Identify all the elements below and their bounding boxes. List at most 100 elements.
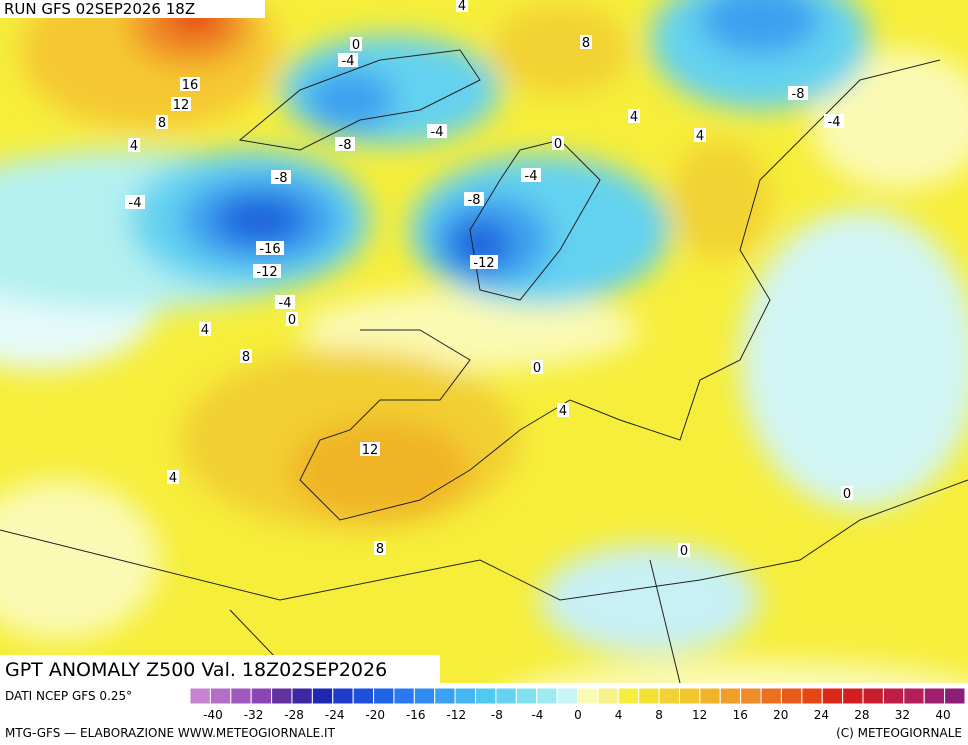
contour-label-text: 0 xyxy=(352,38,360,53)
contour-label-text: 8 xyxy=(158,116,166,131)
color-swatch xyxy=(699,687,721,705)
color-swatch xyxy=(454,687,477,705)
color-swatch xyxy=(923,687,946,705)
contour-label-bg xyxy=(841,486,853,500)
color-bar-label: 4 xyxy=(615,708,623,722)
source-label: DATI NCEP GFS 0.25° xyxy=(5,689,132,703)
color-swatch xyxy=(780,687,803,705)
contour-label-bg xyxy=(286,312,298,326)
contour-label-bg xyxy=(171,97,191,111)
color-bar-label: -4 xyxy=(531,708,543,722)
contour-label-bg xyxy=(360,442,380,456)
contour-label-text: 0 xyxy=(680,544,688,559)
title-box xyxy=(0,655,440,683)
color-swatch xyxy=(250,687,273,705)
color-bar-label: -12 xyxy=(447,708,467,722)
contour-label-text: -8 xyxy=(275,171,288,186)
contour-label-bg xyxy=(338,53,358,67)
contour-label-text: 12 xyxy=(362,443,379,458)
contour-label-bg xyxy=(628,109,640,123)
color-swatch xyxy=(842,687,864,705)
contour-label-bg xyxy=(427,124,447,138)
contour-label: 16 xyxy=(180,77,200,93)
color-swatch xyxy=(821,687,844,705)
contour-label: -12 xyxy=(470,255,498,271)
color-swatch xyxy=(658,687,680,705)
footer-left: MTG-GFS — ELABORAZIONE WWW.METEOGIORNALE… xyxy=(5,726,336,740)
color-swatch xyxy=(536,687,558,705)
contour-label-bg xyxy=(557,403,569,417)
header-box xyxy=(0,0,265,18)
contour-label: 12 xyxy=(360,442,380,458)
contour-label: -8 xyxy=(335,137,355,153)
contour-label-bg xyxy=(552,136,564,150)
color-swatch xyxy=(475,687,497,705)
contour-label-text: 8 xyxy=(582,36,590,51)
color-bar-label: 12 xyxy=(692,708,707,722)
contour-label-text: -4 xyxy=(525,169,538,184)
contour-label: -8 xyxy=(271,170,291,186)
contour-label-text: 0 xyxy=(288,313,296,328)
contour-label-bg xyxy=(694,128,706,142)
contour-label-bg xyxy=(374,541,386,555)
color-bar-label: 20 xyxy=(773,708,788,722)
contour-label-text: 4 xyxy=(696,129,704,144)
color-swatch xyxy=(515,687,538,705)
contour-label-bg xyxy=(521,168,541,182)
color-bar-label: -16 xyxy=(406,708,426,722)
color-swatch xyxy=(311,687,334,705)
contour-label-bg xyxy=(350,37,362,51)
color-swatch xyxy=(291,687,313,705)
contour-label: 4 xyxy=(628,109,640,125)
color-swatch xyxy=(678,687,701,705)
map-title: GPT ANOMALY Z500 Val. 18Z02SEP2026 xyxy=(5,659,387,681)
run-label: RUN GFS 02SEP2026 18Z xyxy=(4,0,195,18)
color-swatch xyxy=(638,687,660,705)
color-bar-label: 0 xyxy=(574,708,582,722)
contour-label-text: 16 xyxy=(182,78,199,93)
contour-label-text: 4 xyxy=(630,110,638,125)
contour-label: 12 xyxy=(171,97,191,113)
color-bar-label: 24 xyxy=(814,708,829,722)
contour-label-text: -12 xyxy=(256,265,277,280)
color-bar-label: 8 xyxy=(655,708,663,722)
color-bar: -40 -32 -28 -24 -20 -16 -12 -8 -4 0 4 8 12 16 20 24 28 32… xyxy=(189,687,966,722)
contour-label: -16 xyxy=(256,241,284,257)
color-swatch xyxy=(944,687,966,705)
color-bar-label: 32 xyxy=(895,708,910,722)
contour-label-text: 0 xyxy=(533,361,541,376)
color-bar-label: 28 xyxy=(854,708,869,722)
contour-label-text: -8 xyxy=(468,193,481,208)
color-swatch xyxy=(597,687,619,705)
color-swatch xyxy=(801,687,823,705)
contour-label-bg xyxy=(253,264,281,278)
contour-label-text: 4 xyxy=(130,139,138,154)
contour-label-bg xyxy=(464,192,484,206)
contour-label-bg xyxy=(678,543,690,557)
contour-label-bg xyxy=(125,195,145,209)
contour-label-bg xyxy=(156,115,168,129)
color-bar-label: 16 xyxy=(733,708,748,722)
contour-label: 0 xyxy=(350,37,362,53)
contour-label-text: 4 xyxy=(559,404,567,419)
contour-label: 8 xyxy=(156,115,168,131)
footer-right: (C) METEOGIORNALE xyxy=(836,726,962,740)
color-swatch xyxy=(577,687,599,705)
color-swatch xyxy=(413,687,436,705)
contour-label-text: -12 xyxy=(473,256,494,271)
contour-label-text: 12 xyxy=(173,98,190,113)
color-swatch xyxy=(740,687,762,705)
contour-label-text: -8 xyxy=(339,138,352,153)
contour-label: 4 xyxy=(694,128,706,144)
contour-label-text: -8 xyxy=(792,87,805,102)
color-swatch xyxy=(903,687,925,705)
color-swatch xyxy=(373,687,395,705)
color-swatch xyxy=(332,687,354,705)
contour-label: -4 xyxy=(521,168,541,184)
contour-label-bg xyxy=(335,137,355,151)
contour-label: -12 xyxy=(253,264,281,280)
color-swatch xyxy=(434,687,456,705)
color-swatch xyxy=(556,687,579,705)
